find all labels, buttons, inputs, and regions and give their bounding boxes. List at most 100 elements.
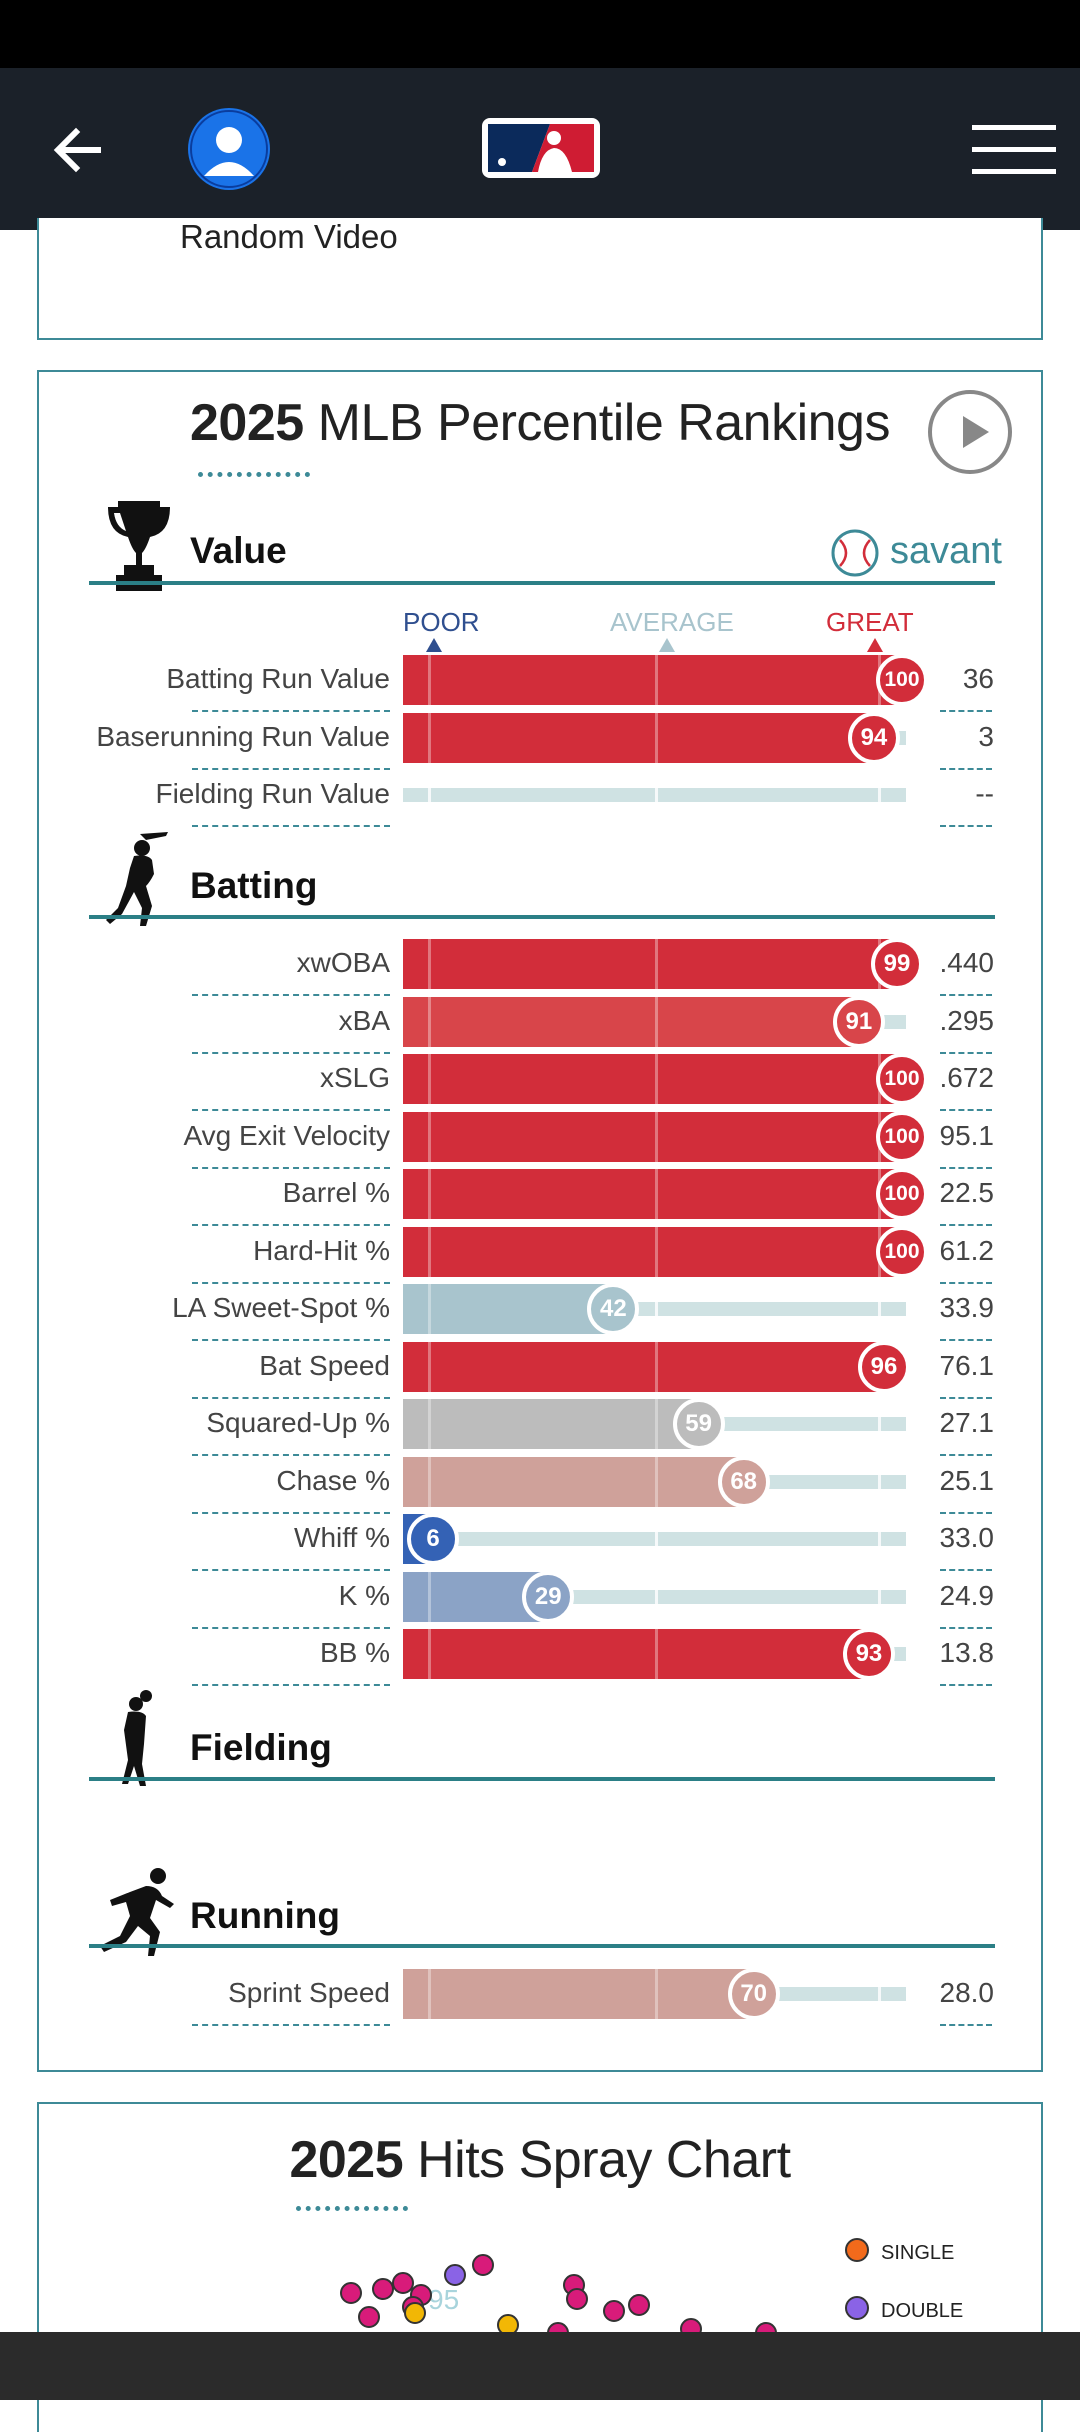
percentile-badge[interactable]: 70 — [727, 1968, 780, 2020]
bar-marker — [654, 1341, 658, 1392]
percentile-bar[interactable] — [403, 1169, 902, 1219]
metric-value: 33.0 — [939, 1522, 995, 1553]
metric-label: Batting Run Value — [166, 663, 390, 694]
percentile-bar[interactable] — [403, 655, 902, 705]
percentile-badge[interactable]: 99 — [870, 938, 923, 990]
metric-value: -- — [975, 778, 994, 809]
spray-title-underline — [296, 2206, 408, 2211]
track-notch — [878, 1417, 882, 1431]
metric-value: 22.5 — [939, 1177, 995, 1208]
percentile-bar[interactable] — [403, 1571, 549, 1622]
metric-row-divider — [192, 1626, 390, 1629]
metric-row-divider — [192, 825, 390, 827]
bar-marker — [428, 712, 432, 763]
bar-marker — [428, 1054, 432, 1104]
percentile-badge[interactable]: 96 — [857, 1340, 910, 1393]
bar-marker — [654, 1226, 658, 1277]
percentile-track — [403, 1532, 906, 1546]
spray-hit-dot — [603, 2300, 625, 2322]
percentile-bar[interactable] — [403, 1111, 902, 1162]
percentile-bar[interactable] — [403, 1456, 744, 1507]
percentile-badge[interactable]: 100 — [876, 1168, 928, 1220]
spray-hit-dot — [358, 2306, 380, 2328]
percentile-badge[interactable]: 6 — [407, 1513, 460, 1565]
bar-marker — [654, 655, 658, 705]
play-button-icon[interactable] — [928, 390, 1012, 474]
percentile-bar[interactable] — [403, 996, 859, 1047]
metric-label: Hard-Hit % — [253, 1234, 390, 1266]
metric-value: 28.0 — [939, 1977, 995, 2008]
scale-poor-label: POOR — [403, 607, 480, 637]
section-title-fielding: Fielding — [190, 1727, 332, 1768]
legend-double-label: DOUBLE — [881, 2300, 964, 2322]
batter-icon — [106, 832, 168, 926]
percentile-badge[interactable]: 59 — [672, 1398, 725, 1450]
percentile-bar[interactable] — [403, 939, 897, 989]
value-row-divider — [940, 1339, 992, 1341]
value-row-divider — [940, 1684, 992, 1686]
mlb-logo[interactable] — [480, 116, 602, 180]
percentile-badge[interactable]: 29 — [522, 1570, 575, 1623]
percentile-bar[interactable] — [403, 1341, 884, 1392]
percentile-badge[interactable]: 100 — [876, 1225, 928, 1278]
track-notch — [654, 1302, 658, 1316]
percentile-badge[interactable]: 100 — [876, 1053, 928, 1105]
bar-marker — [428, 1571, 432, 1622]
value-row-divider — [940, 767, 992, 770]
metric-row-divider — [192, 1281, 390, 1284]
track-notch — [654, 1532, 658, 1546]
bar-marker — [654, 712, 658, 763]
metric-label: xwOBA — [296, 947, 390, 978]
scale-great-label: GREAT — [826, 607, 914, 637]
section-title-value: Value — [190, 530, 287, 571]
percentile-badge[interactable]: 100 — [876, 1110, 928, 1163]
metric-row-divider — [192, 1166, 390, 1169]
value-row-divider — [940, 1051, 992, 1054]
account-avatar-icon[interactable] — [188, 108, 270, 190]
percentile-bar[interactable] — [403, 1226, 902, 1277]
track-notch — [878, 1474, 882, 1489]
runner-icon — [100, 1868, 174, 1956]
percentile-badge[interactable]: 91 — [832, 995, 885, 1048]
metric-label: Bat Speed — [259, 1349, 390, 1381]
metric-label: K % — [338, 1579, 390, 1611]
section-divider-batting — [89, 915, 995, 919]
metric-row-divider — [192, 1569, 390, 1571]
percentile-bar[interactable] — [403, 1284, 614, 1334]
value-row-divider — [940, 994, 992, 996]
track-notch — [878, 1532, 882, 1546]
bar-marker — [654, 996, 658, 1047]
random-video-link[interactable]: Random Video — [180, 218, 398, 255]
section-title-running: Running — [190, 1895, 341, 1936]
metric-value: .440 — [939, 947, 995, 978]
percentile-bar[interactable] — [403, 712, 874, 763]
percentile-badge[interactable]: 93 — [842, 1628, 895, 1680]
metric-value: .295 — [939, 1004, 995, 1036]
legend-double-dot — [845, 2296, 869, 2320]
metric-value: 33.9 — [939, 1292, 995, 1323]
percentile-badge[interactable]: 100 — [876, 654, 928, 706]
savant-brand-text[interactable]: savant — [890, 530, 1002, 572]
back-arrow-icon[interactable] — [48, 120, 108, 180]
metric-row-divider — [192, 1224, 390, 1226]
percentile-badge[interactable]: 42 — [587, 1283, 640, 1335]
metric-label: Chase % — [276, 1464, 390, 1496]
value-row-divider — [940, 1109, 992, 1111]
metric-value: 61.2 — [939, 1234, 995, 1266]
hamburger-menu-icon[interactable] — [972, 123, 1056, 175]
metric-value: 27.1 — [939, 1407, 995, 1438]
percentile-bar[interactable] — [403, 1399, 699, 1449]
percentile-badge[interactable]: 68 — [717, 1455, 770, 1508]
fielder-icon — [122, 1690, 152, 1786]
scale-great-arrow-icon — [867, 638, 883, 652]
percentile-bar[interactable] — [403, 1054, 902, 1104]
bar-marker — [428, 1226, 432, 1277]
value-row-divider — [940, 2024, 992, 2026]
spray-hit-dot — [566, 2288, 588, 2310]
percentile-bar[interactable] — [403, 1629, 869, 1679]
percentile-badge[interactable]: 94 — [847, 711, 900, 764]
bar-marker — [428, 1284, 432, 1334]
percentile-bar[interactable] — [403, 1969, 754, 2019]
metric-label: Sprint Speed — [228, 1977, 390, 2008]
track-notch — [878, 1987, 882, 2001]
